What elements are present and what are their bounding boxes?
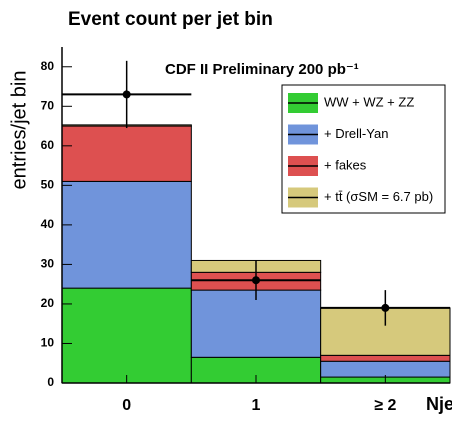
y-axis-label: entries/jet bin (8, 71, 30, 190)
data-point (381, 303, 390, 312)
y-tick-label: 80 (41, 59, 55, 73)
bar-segment (320, 354, 451, 362)
legend-label: + tt̄ (σSM = 6.7 pb) (324, 189, 433, 204)
annotation: CDF II Preliminary 200 pb⁻¹ (165, 61, 359, 78)
y-tick-label: 0 (47, 375, 54, 389)
bar-segment (320, 360, 451, 378)
y-tick-label: 50 (41, 178, 55, 192)
x-axis-label: Njet (426, 394, 452, 414)
x-tick-label: 0 (122, 397, 131, 414)
y-tick-label: 70 (41, 98, 55, 112)
chart-title: Event count per jet bin (68, 9, 273, 30)
legend-label: + Drell-Yan (324, 126, 388, 141)
data-point (122, 90, 131, 99)
y-tick-label: 40 (41, 217, 55, 231)
bar-segment (190, 289, 322, 358)
y-tick-label: 10 (41, 336, 55, 350)
data-point (252, 276, 260, 285)
legend-label: + fakes (324, 157, 367, 172)
y-tick-label: 20 (41, 296, 55, 310)
bar-segment (61, 125, 192, 182)
x-tick-label: ≥ 2 (374, 397, 396, 414)
bar-segment (61, 287, 192, 384)
y-tick-label: 30 (41, 257, 55, 271)
x-tick-label: 1 (252, 397, 261, 414)
y-tick-label: 60 (41, 138, 55, 152)
legend-label: WW + WZ + ZZ (324, 94, 414, 109)
bar-segment (61, 180, 192, 289)
